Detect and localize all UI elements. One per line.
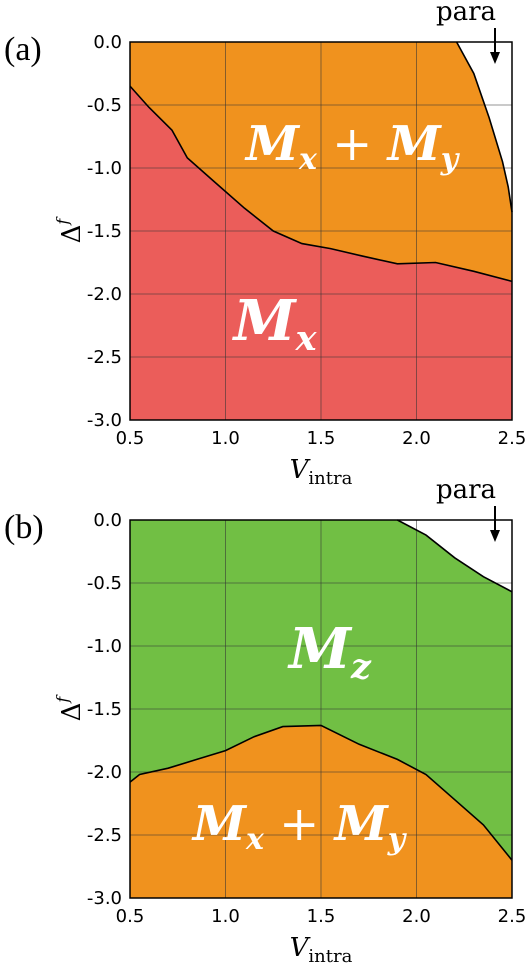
plot-frame [129, 41, 513, 421]
para-boundary-line [397, 519, 513, 593]
y-tick-label: -2.0 [87, 284, 122, 305]
x-tick-label: 1.5 [307, 906, 336, 927]
region-para [456, 42, 512, 213]
para-arrow-head-icon [490, 52, 500, 64]
region-label-mz: Mz [287, 616, 372, 687]
phase-boundary-line [129, 724, 513, 861]
chart-panel-a: 0.5 1.0 1.5 2.0 2.5 0.0 -0.5 -1.0 -1.5 -2.0 -2.5 -3… [4, 0, 526, 489]
y-tick-label: -3.0 [87, 410, 122, 431]
chart-panel-b: 0.5 1.0 1.5 2.0 2.5 0.0 -0.5 -1.0 -1.5 -2.0 -2.5 -3… [4, 475, 526, 967]
region-label-mx: Mx [232, 288, 318, 359]
region-label-mxmy: Mx + My [244, 116, 461, 177]
y-axis-label: Δf [53, 216, 87, 244]
panel-label: (b) [4, 509, 44, 546]
y-axis-label: Δf [53, 694, 87, 722]
y-tick-label: -0.5 [87, 573, 122, 594]
y-tick-label: -2.5 [87, 347, 122, 368]
y-tick-label: -1.0 [87, 158, 122, 179]
x-tick-label: 1.0 [211, 428, 240, 449]
x-tick-label: 1.5 [307, 428, 336, 449]
y-tick-label: -2.0 [87, 762, 122, 783]
x-tick-label: 2.0 [402, 428, 431, 449]
phase-boundary-line [129, 85, 513, 283]
x-tick-label: 2.5 [498, 906, 527, 927]
y-tick-label: 0.0 [93, 32, 122, 53]
y-tick-label: -3.0 [87, 888, 122, 909]
plot-frame [129, 519, 513, 899]
region-para [397, 520, 512, 592]
para-annotation-label: para [436, 0, 496, 27]
x-tick-label: 2.0 [402, 906, 431, 927]
y-tick-label: -1.5 [87, 221, 122, 242]
y-tick-label: -1.5 [87, 699, 122, 720]
x-tick-label: 0.5 [116, 906, 145, 927]
y-tick-label: -2.5 [87, 825, 122, 846]
x-tick-label: 2.5 [498, 428, 527, 449]
para-boundary-line [455, 41, 513, 213]
panel-label: (a) [4, 31, 42, 68]
x-axis-label: Vintra [290, 455, 353, 489]
para-arrow-head-icon [490, 530, 500, 542]
x-tick-label: 1.0 [211, 906, 240, 927]
region-label-mxmy: Mx + My [191, 796, 408, 857]
x-axis-label: Vintra [290, 933, 353, 967]
y-tick-label: 0.0 [93, 510, 122, 531]
para-annotation-label: para [436, 475, 496, 505]
y-tick-label: -1.0 [87, 636, 122, 657]
y-tick-label: -0.5 [87, 95, 122, 116]
x-tick-label: 0.5 [116, 428, 145, 449]
